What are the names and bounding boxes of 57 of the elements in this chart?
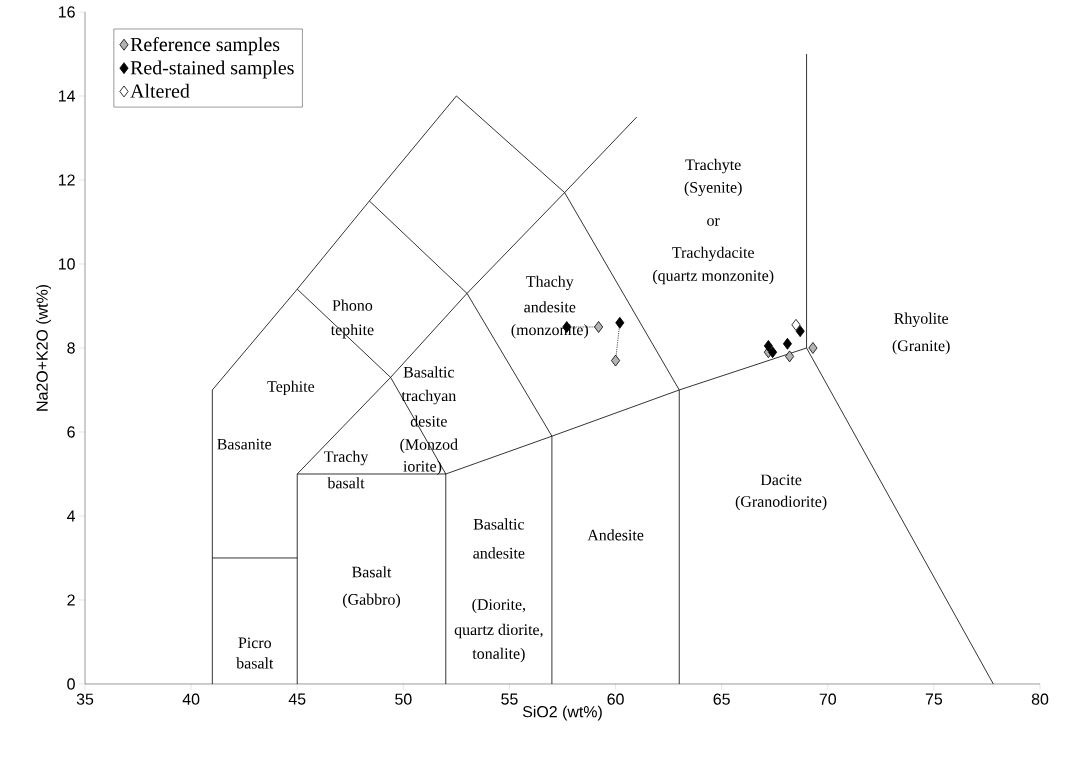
y-tick-label: 14 — [58, 90, 76, 102]
annotation: Thachy — [526, 275, 574, 291]
legend-label: Reference samples — [130, 36, 280, 56]
annotation: or — [707, 218, 720, 226]
annotation: Basaltic — [403, 366, 454, 378]
x-tick-label: 40 — [182, 693, 200, 705]
x-tick-label: 55 — [501, 693, 518, 705]
annotation: (quartz monzonite) — [653, 269, 774, 285]
annotation: (Granite) — [892, 339, 950, 355]
annotation: (monzonite) — [511, 323, 589, 339]
annotation: trachyan — [401, 389, 457, 405]
annotation: Andesite — [587, 529, 644, 541]
y-axis-title: Na2O+K2O (wt%) — [36, 285, 51, 411]
annotation: Phono — [332, 299, 373, 311]
annotation: (Gabbro) — [343, 593, 401, 609]
annotation: Trachyte — [685, 158, 741, 174]
annotation: basalt — [236, 657, 274, 669]
x-tick-label: 50 — [395, 693, 412, 705]
legend-label: Red-stained samples — [130, 60, 294, 79]
y-tick-label: 0 — [67, 678, 75, 690]
x-tick-label: 80 — [1031, 693, 1049, 705]
annotation: quartz diorite, — [454, 623, 543, 639]
annotation: Tephite — [267, 380, 315, 396]
annotation: tephite — [330, 323, 374, 339]
x-tick-label: 45 — [288, 693, 306, 705]
x-tick-label: 70 — [819, 693, 837, 705]
annotation: (Granodiorite) — [735, 495, 827, 511]
x-tick-label: 60 — [607, 693, 624, 705]
annotation: (Diorite, — [472, 598, 526, 614]
y-tick-label: 12 — [58, 174, 75, 186]
x-tick-label: 65 — [713, 693, 730, 705]
x-tick-label: 35 — [76, 693, 94, 705]
annotation: Rhyolite — [894, 312, 949, 328]
annotation: tonalite) — [472, 647, 525, 663]
x-tick-label: 75 — [925, 693, 943, 705]
legend-label: Altered — [130, 83, 190, 98]
y-tick-label: 4 — [66, 510, 76, 522]
annotation: basalt — [327, 477, 365, 489]
annotation: andesite — [524, 301, 576, 313]
y-tick-label: 8 — [67, 342, 75, 354]
annotation: Basalt — [352, 566, 392, 578]
annotation: Basanite — [217, 438, 272, 450]
annotation: Basaltic — [473, 518, 525, 530]
annotation: andesite — [473, 547, 525, 559]
annotation: (Syenite) — [684, 181, 742, 197]
y-tick-label: 2 — [67, 594, 75, 606]
x-axis-title: SiO2 (wt%) — [522, 705, 602, 721]
annotation: (Monzod — [400, 438, 458, 454]
annotation: iorite) — [403, 460, 442, 475]
annotation: Trachydacite — [672, 246, 754, 262]
y-tick-label: 10 — [58, 258, 75, 270]
annotation: Dacite — [760, 474, 802, 486]
annotation: Trachy — [324, 450, 369, 466]
y-tick-label: 6 — [67, 426, 75, 438]
annotation: desite — [410, 415, 447, 427]
annotation: Picro — [238, 637, 271, 649]
y-tick-label: 16 — [58, 6, 75, 18]
